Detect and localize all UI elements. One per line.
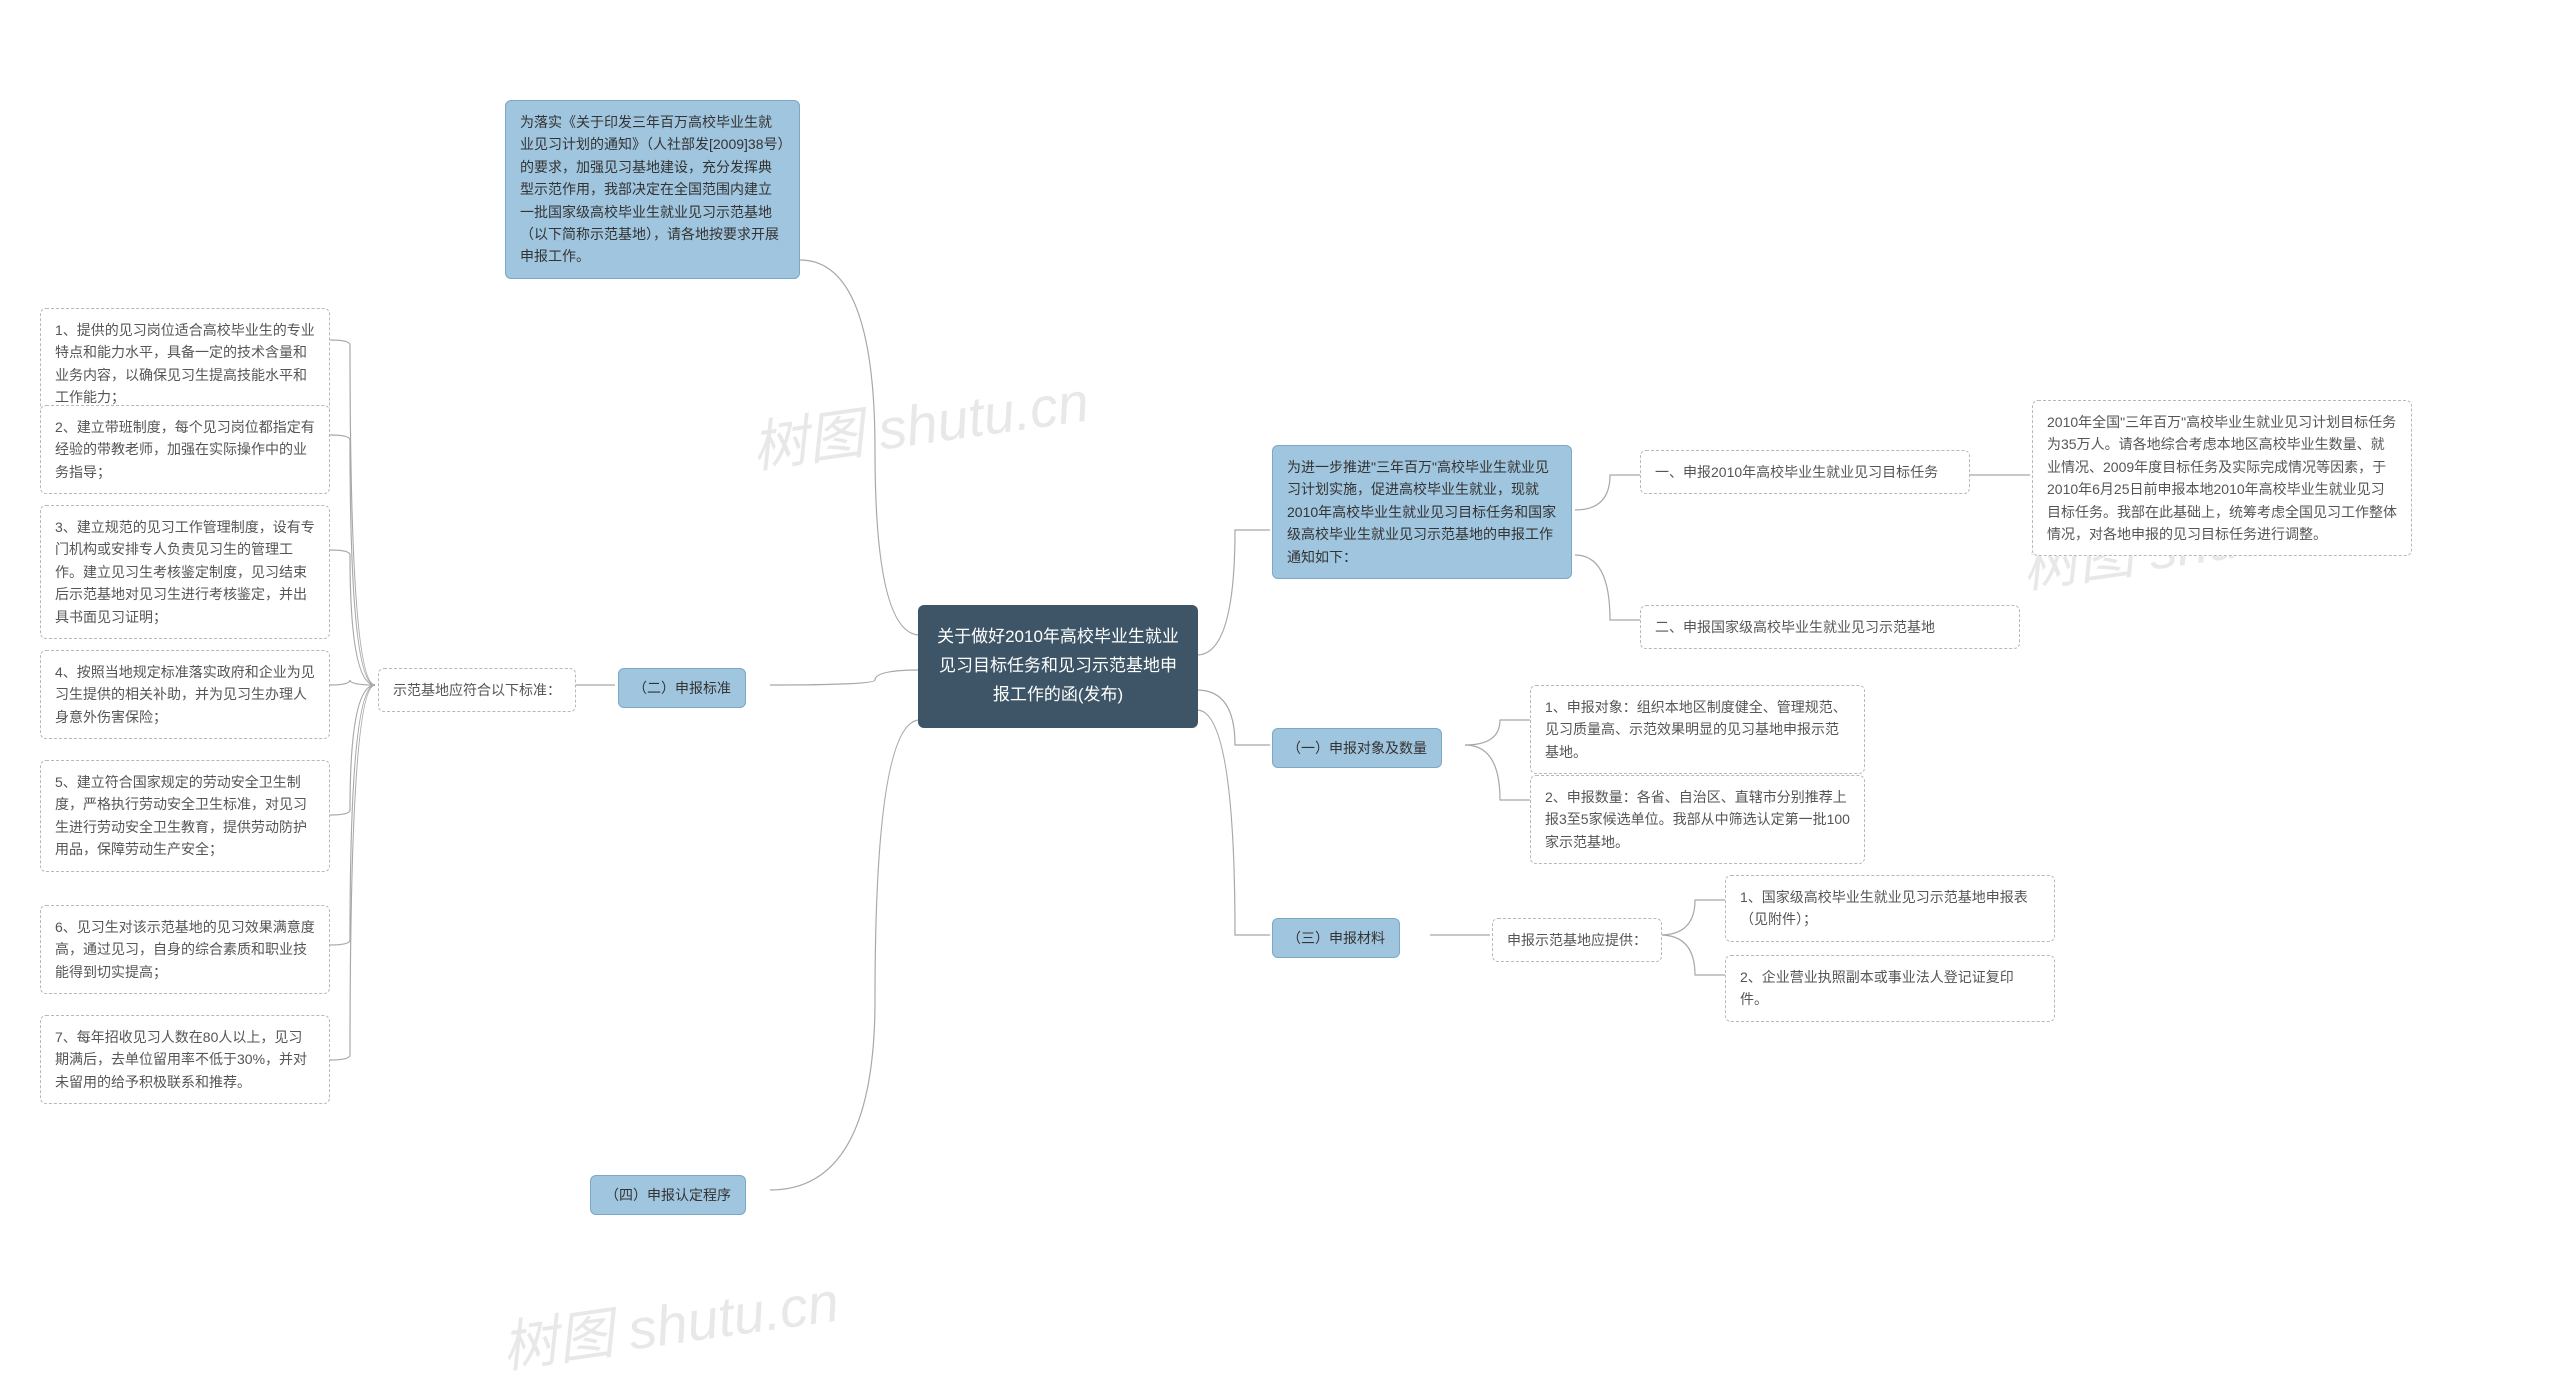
section2-item4: 4、按照当地规定标准落实政府和企业为见习生提供的相关补助，并为见习生办理人身意外…: [40, 650, 330, 739]
right-intro-item2: 二、申报国家级高校毕业生就业见习示范基地: [1640, 605, 2020, 649]
section1-item1: 1、申报对象：组织本地区制度健全、管理规范、见习质量高、示范效果明显的见习基地申…: [1530, 685, 1865, 774]
right-intro-item1: 一、申报2010年高校毕业生就业见习目标任务: [1640, 450, 1970, 494]
section3-item2: 2、企业营业执照副本或事业法人登记证复印件。: [1725, 955, 2055, 1022]
section2-item7: 7、每年招收见习人数在80人以上，见习期满后，去单位留用率不低于30%，并对未留…: [40, 1015, 330, 1104]
section2-item3: 3、建立规范的见习工作管理制度，设有专门机构或安排专人负责见习生的管理工作。建立…: [40, 505, 330, 639]
section3-label: （三）申报材料: [1272, 918, 1400, 958]
section2-item1: 1、提供的见习岗位适合高校毕业生的专业特点和能力水平，具备一定的技术含量和业务内…: [40, 308, 330, 420]
section2-item6: 6、见习生对该示范基地的见习效果满意度高，通过见习，自身的综合素质和职业技能得到…: [40, 905, 330, 994]
right-intro-item1-detail: 2010年全国"三年百万"高校毕业生就业见习计划目标任务为35万人。请各地综合考…: [2032, 400, 2412, 556]
section4-label: （四）申报认定程序: [590, 1175, 746, 1215]
section3-sublabel: 申报示范基地应提供：: [1492, 918, 1662, 962]
section2-sublabel: 示范基地应符合以下标准：: [378, 668, 576, 712]
section1-label: （一）申报对象及数量: [1272, 728, 1442, 768]
section2-item5: 5、建立符合国家规定的劳动安全卫生制度，严格执行劳动安全卫生标准，对见习生进行劳…: [40, 760, 330, 872]
intro-top: 为落实《关于印发三年百万高校毕业生就业见习计划的通知》（人社部发[2009]38…: [505, 100, 800, 279]
root-node: 关于做好2010年高校毕业生就业见习目标任务和见习示范基地申报工作的函(发布): [918, 605, 1198, 728]
section1-item2: 2、申报数量：各省、自治区、直辖市分别推荐上报3至5家候选单位。我部从中筛选认定…: [1530, 775, 1865, 864]
section3-item1: 1、国家级高校毕业生就业见习示范基地申报表（见附件）；: [1725, 875, 2055, 942]
section2-label: （二）申报标准: [618, 668, 746, 708]
intro-right: 为进一步推进"三年百万"高校毕业生就业见习计划实施，促进高校毕业生就业，现就20…: [1272, 445, 1572, 579]
section2-item2: 2、建立带班制度，每个见习岗位都指定有经验的带教老师，加强在实际操作中的业务指导…: [40, 405, 330, 494]
